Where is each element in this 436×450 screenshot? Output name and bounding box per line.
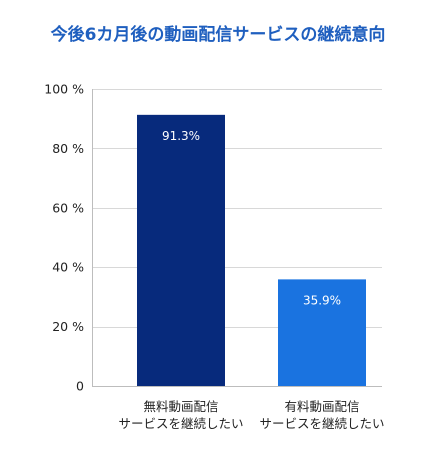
chart-title: 今後6カ月後の動画配信サービスの継続意向	[51, 24, 386, 45]
bar	[137, 114, 225, 387]
y-axis: 0 20 % 40 % 60 % 80 % 100 %	[44, 82, 84, 394]
y-tick-label: 100 %	[44, 82, 84, 97]
x-tick-label: サービスを継続したい	[118, 416, 243, 431]
x-tick-label: 有料動画配信	[284, 399, 359, 414]
x-tick-label: 無料動画配信	[143, 399, 218, 414]
y-tick-label: 80 %	[52, 141, 84, 156]
y-tick-label: 60 %	[52, 200, 84, 215]
bar	[278, 279, 366, 386]
y-tick-label: 0	[76, 379, 84, 394]
y-tick-label: 20 %	[52, 319, 84, 334]
data-label: 91.3%	[162, 129, 200, 143]
y-tick-label: 40 %	[52, 260, 84, 275]
data-label: 35.9%	[303, 293, 341, 307]
x-tick-label: サービスを継続したい	[259, 416, 384, 431]
bar-layer: 91.3% 35.9%	[137, 114, 366, 387]
